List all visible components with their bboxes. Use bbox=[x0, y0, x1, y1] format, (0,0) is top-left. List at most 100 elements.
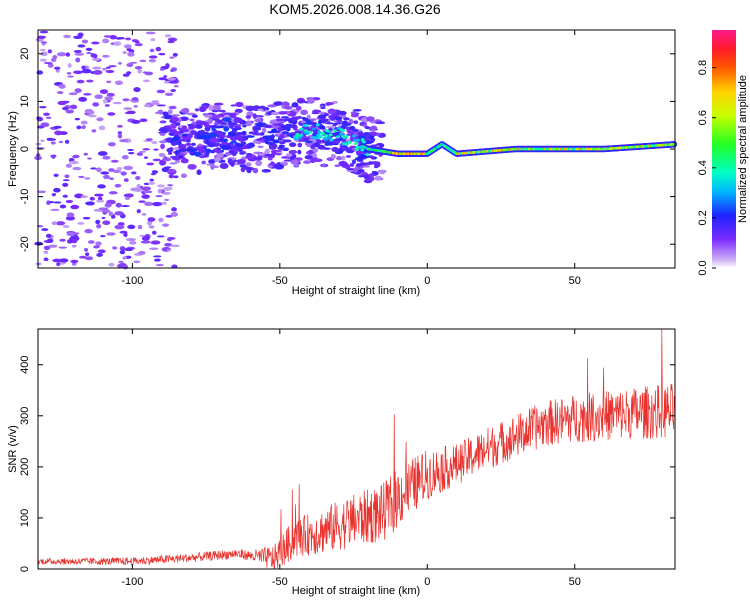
spectrogram-point bbox=[344, 147, 351, 151]
spectrogram-point bbox=[85, 47, 93, 51]
spectrogram-point bbox=[152, 158, 161, 162]
spectrogram-point bbox=[119, 246, 126, 251]
spectrogram-point bbox=[98, 207, 109, 211]
spectrogram-point bbox=[230, 161, 235, 167]
spectrogram-point bbox=[330, 153, 336, 160]
spectrogram-point bbox=[286, 133, 295, 137]
spectrogram-point bbox=[124, 196, 131, 200]
spectrogram-point bbox=[131, 171, 137, 175]
spectrogram-point bbox=[170, 114, 181, 117]
spectrogram-point bbox=[168, 81, 178, 84]
spectrogram-point bbox=[167, 77, 176, 81]
spectrogram-point bbox=[228, 149, 235, 154]
spectrogram-point bbox=[134, 65, 143, 70]
spectrogram-point bbox=[53, 173, 59, 177]
spectrogram-point bbox=[151, 170, 159, 174]
spectrogram-point bbox=[365, 178, 371, 182]
snr-x-ticks: -100 -50 0 50 bbox=[121, 329, 581, 588]
spectrogram-point bbox=[69, 104, 78, 110]
snr-panel: -100 -50 0 50 0 100 200 300 400 Height of strai… bbox=[7, 328, 676, 597]
spectrogram-point bbox=[121, 154, 129, 160]
spectrogram-point bbox=[71, 244, 77, 248]
spectrogram-point bbox=[89, 196, 95, 201]
spectrogram-point bbox=[64, 174, 70, 178]
spectrogram-point bbox=[252, 113, 257, 119]
spectrogram-point bbox=[284, 105, 293, 110]
spectrogram-point bbox=[283, 118, 292, 122]
spectrogram-point bbox=[206, 163, 215, 166]
spectrogram-point bbox=[324, 122, 335, 125]
spectrogram-point bbox=[208, 132, 217, 138]
spectrogram-point bbox=[70, 238, 78, 244]
spectrogram-point bbox=[302, 124, 307, 128]
spectrogram-point bbox=[370, 131, 377, 137]
spectrogram-point bbox=[167, 186, 173, 191]
colorbar-tick-label: 0.4 bbox=[697, 160, 709, 175]
spectrogram-point bbox=[122, 264, 129, 270]
spectrogram-point bbox=[171, 137, 180, 142]
spectrogram-point bbox=[124, 248, 133, 252]
spectrogram-point bbox=[165, 215, 173, 218]
spectrogram-point bbox=[81, 68, 92, 74]
spectrogram-point bbox=[151, 100, 160, 103]
spectrogram-point bbox=[158, 52, 166, 56]
spectrogram-point bbox=[321, 164, 327, 167]
spectrogram-point bbox=[295, 105, 302, 111]
spectrogram-point bbox=[131, 97, 139, 101]
spectrogram-point bbox=[254, 118, 263, 123]
spectrogram-point bbox=[143, 182, 150, 186]
spectrogram-point bbox=[53, 187, 61, 193]
spectrogram-point bbox=[148, 58, 157, 63]
spectrogram-point bbox=[267, 104, 277, 108]
spectrogram-point bbox=[108, 211, 114, 217]
spectrogram-point bbox=[123, 178, 129, 182]
spectrogram-point bbox=[275, 118, 285, 121]
spectrogram-point bbox=[127, 224, 136, 230]
spectrogram-point bbox=[141, 212, 147, 216]
spectrogram-point bbox=[94, 208, 101, 212]
spectrogram-point bbox=[81, 125, 86, 130]
spectrogram-point bbox=[228, 123, 235, 128]
spectrogram-point bbox=[157, 184, 165, 188]
spectrogram-point bbox=[164, 34, 172, 38]
spectrogram-point bbox=[123, 193, 134, 198]
spectrogram-point bbox=[223, 145, 232, 150]
spectrogram-point bbox=[102, 220, 111, 226]
spectrogram-point bbox=[103, 174, 111, 180]
spectrogram-point bbox=[303, 160, 311, 164]
spectrogram-point bbox=[353, 167, 358, 173]
spectrogram-point bbox=[262, 107, 270, 111]
spectrogram-point bbox=[91, 129, 97, 133]
spectrogram-point bbox=[363, 134, 371, 140]
spectrogram-point bbox=[359, 121, 366, 125]
spectrogram-point bbox=[62, 106, 69, 111]
spectrogram-point bbox=[185, 142, 192, 146]
spectrogram-point bbox=[83, 152, 88, 156]
spectrogram-point bbox=[208, 104, 214, 111]
spectrogram-point bbox=[277, 111, 288, 115]
spectrogram-point bbox=[336, 155, 342, 161]
spectrogram-point bbox=[62, 179, 70, 182]
colorbar-gradient bbox=[712, 30, 736, 268]
spectrogram-point bbox=[256, 122, 263, 127]
spectrogram-point bbox=[124, 111, 133, 115]
spectrogram-point bbox=[365, 153, 370, 157]
spectrogram-point bbox=[274, 163, 285, 170]
spectrogram-point bbox=[354, 157, 359, 161]
snr-background bbox=[38, 329, 675, 569]
spectrogram-point bbox=[164, 92, 174, 97]
spectrogram-point bbox=[40, 122, 50, 128]
spectrogram-point bbox=[312, 148, 319, 153]
spectrogram-point bbox=[195, 146, 202, 151]
spectrogram-point bbox=[65, 52, 71, 57]
colorbar-ticks: 0.0 0.2 0.4 0.6 0.8 bbox=[697, 60, 716, 276]
spectrogram-point bbox=[112, 101, 123, 105]
spectrogram-point bbox=[189, 118, 195, 122]
spectrogram-point bbox=[370, 125, 378, 131]
spectrogram-point bbox=[317, 114, 327, 119]
spectrogram-point bbox=[181, 107, 190, 114]
spectrogram-point bbox=[142, 71, 148, 74]
spectrogram-point bbox=[260, 139, 266, 143]
spectrogram-point bbox=[49, 138, 57, 141]
